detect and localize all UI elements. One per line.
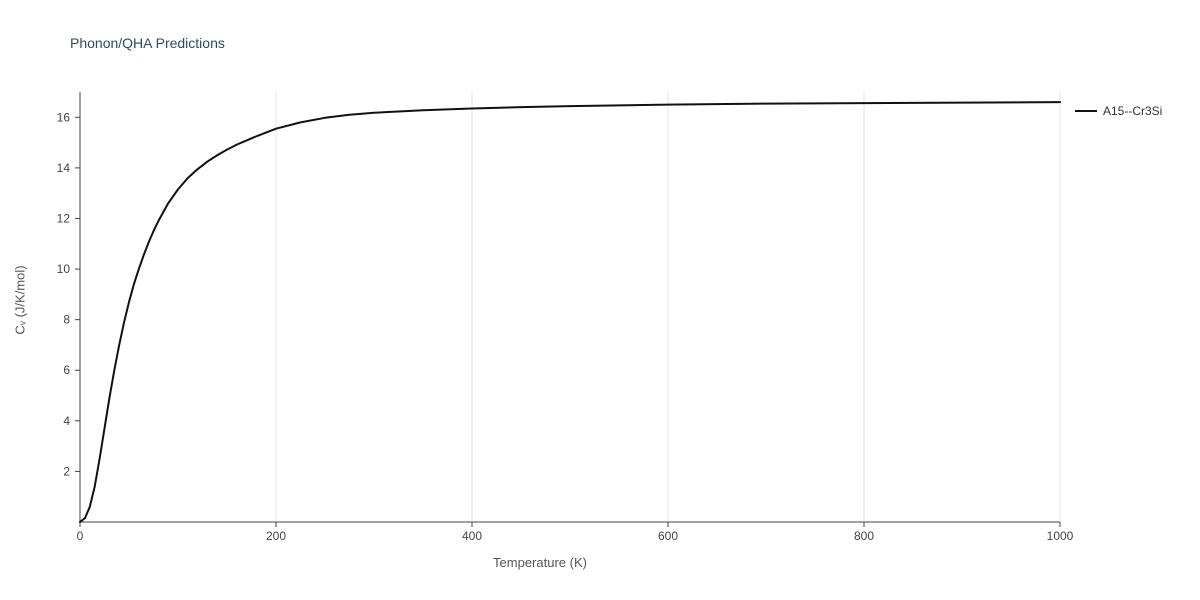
svg-text:600: 600 [658,529,678,543]
chart-title: Phonon/QHA Predictions [70,35,225,51]
svg-text:10: 10 [57,262,71,276]
svg-text:200: 200 [266,529,286,543]
svg-text:2: 2 [63,464,70,478]
svg-text:4: 4 [63,414,70,428]
plot-area: 24681012141602004006008001000 [80,92,1060,522]
svg-text:8: 8 [63,313,70,327]
svg-text:6: 6 [63,363,70,377]
svg-text:800: 800 [854,529,874,543]
plot-svg: 24681012141602004006008001000 [80,92,1060,522]
y-axis-label: Cᵥ (J/K/mol) [13,265,28,334]
svg-text:1000: 1000 [1047,529,1074,543]
legend-label: A15--Cr3Si [1103,104,1162,118]
svg-text:12: 12 [57,211,71,225]
x-axis-label: Temperature (K) [493,555,587,570]
svg-text:16: 16 [57,110,71,124]
svg-text:0: 0 [77,529,84,543]
legend: A15--Cr3Si [1075,104,1162,118]
svg-text:14: 14 [57,161,71,175]
legend-swatch [1075,110,1097,112]
chart-container: Phonon/QHA Predictions 24681012141602004… [0,0,1200,600]
svg-text:400: 400 [462,529,482,543]
